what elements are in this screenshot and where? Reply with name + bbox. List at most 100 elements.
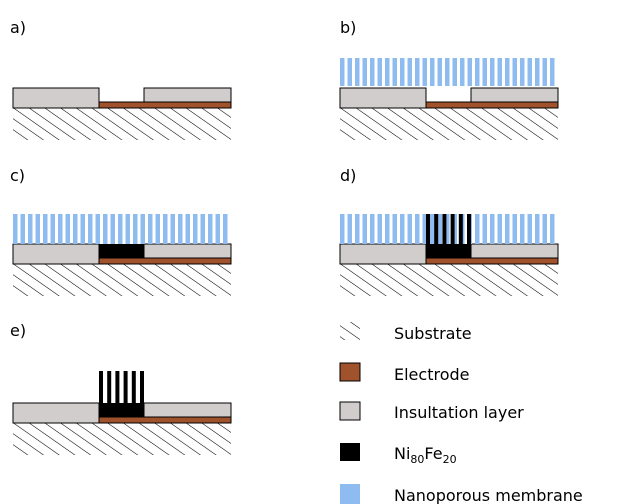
membrane-pore-wall	[340, 214, 345, 244]
membrane-pore-wall	[490, 214, 495, 244]
membrane-pore-wall	[407, 58, 412, 86]
membrane-pore-wall	[178, 214, 183, 244]
membrane-pore-wall	[475, 58, 480, 86]
legend: Substrate Electrode Insultation layer Ni…	[339, 322, 583, 504]
membrane-pore-wall	[445, 214, 450, 244]
membrane-pore-wall	[535, 58, 540, 86]
membrane-pore-wall	[13, 214, 18, 244]
membrane-pore-wall	[400, 214, 405, 244]
nife-nanowire	[426, 214, 430, 244]
membrane-pore-wall	[377, 214, 382, 244]
membrane-pore-wall	[95, 214, 100, 244]
membrane-pore-wall	[520, 58, 525, 86]
panel-e: e)	[10, 321, 232, 455]
membrane-pore-wall	[527, 214, 532, 244]
panel-d: d)	[339, 166, 559, 296]
membrane-pore-wall	[550, 58, 555, 86]
legend-alloy: Ni80Fe20	[340, 443, 457, 466]
insulation-right	[470, 87, 559, 103]
electrode	[425, 101, 559, 109]
insulation-left	[12, 243, 100, 265]
membrane-pore-wall	[65, 214, 70, 244]
membrane-pore-wall	[163, 214, 168, 244]
nife-nanowires	[426, 214, 471, 244]
insulation-left	[12, 87, 100, 109]
membrane-pore-wall	[385, 58, 390, 86]
nife-nanowire	[458, 214, 463, 244]
alloy-ni-sub: 80	[410, 453, 424, 466]
electrode	[425, 257, 559, 265]
membrane-pore-wall	[505, 58, 510, 86]
membrane-pore-wall	[362, 58, 367, 86]
nife-nanowire	[442, 214, 447, 244]
nanoporous-membrane	[340, 58, 555, 86]
legend-electrode-label: Electrode	[394, 365, 469, 384]
membrane-pore-wall	[385, 214, 390, 244]
membrane-pore-wall	[73, 214, 78, 244]
panel-c: c)	[10, 166, 232, 296]
membrane-pore-wall	[215, 214, 220, 244]
membrane-pore-wall	[370, 58, 375, 86]
nife-nanowire	[140, 371, 144, 403]
nife-nanowire	[450, 214, 455, 244]
membrane-pore-wall	[80, 214, 85, 244]
membrane-pore-wall	[512, 58, 517, 86]
membrane-pore-wall	[422, 58, 427, 86]
nife-nanowire	[434, 214, 439, 244]
membrane-pore-wall	[520, 214, 525, 244]
substrate	[13, 264, 231, 296]
membrane-swatch	[340, 484, 360, 504]
membrane-pore-wall	[437, 214, 442, 244]
membrane-pore-wall	[430, 214, 435, 244]
membrane-pore-wall	[437, 58, 442, 86]
legend-membrane-label: Nanoporous membrane	[394, 486, 583, 504]
legend-substrate: Substrate	[340, 322, 472, 343]
membrane-pore-wall	[103, 214, 108, 244]
nife-deposit	[99, 403, 144, 417]
membrane-pore-wall	[430, 58, 435, 86]
insulation-left	[12, 402, 100, 424]
substrate	[13, 423, 231, 455]
membrane-pore-wall	[20, 214, 25, 244]
panel-c-stack	[12, 214, 232, 296]
insulation-left	[339, 87, 427, 109]
panel-e-label: e)	[10, 321, 26, 340]
membrane-pore-wall	[28, 214, 33, 244]
membrane-pore-wall	[482, 214, 487, 244]
insulation-right	[143, 243, 232, 259]
panel-b-stack	[339, 58, 559, 140]
insulation-right	[143, 402, 232, 418]
alloy-fe-sub: 20	[443, 453, 457, 466]
membrane-pore-wall	[370, 214, 375, 244]
membrane-pore-wall	[347, 58, 352, 86]
alloy-ni: Ni	[394, 444, 410, 463]
membrane-pore-wall	[527, 58, 532, 86]
membrane-pore-wall	[512, 214, 517, 244]
membrane-pore-wall	[550, 214, 555, 244]
insulation-swatch	[339, 401, 361, 421]
membrane-pore-wall	[118, 214, 123, 244]
nife-deposit	[426, 244, 471, 258]
electrode	[98, 257, 232, 265]
substrate-swatch	[340, 322, 360, 340]
legend-insulation-label: Insultation layer	[394, 403, 524, 422]
membrane-pore-wall	[542, 58, 547, 86]
insulation-right	[143, 87, 232, 103]
membrane-pore-wall	[155, 214, 160, 244]
panel-b-label: b)	[340, 18, 356, 37]
substrate	[340, 264, 558, 296]
membrane-pore-wall	[35, 214, 40, 244]
legend-alloy-label: Ni80Fe20	[394, 444, 457, 466]
alloy-swatch	[340, 443, 360, 461]
membrane-pore-wall	[392, 214, 397, 244]
panel-a-stack	[12, 87, 232, 140]
legend-membrane: Nanoporous membrane	[340, 484, 583, 504]
nife-nanowires	[99, 371, 144, 403]
nife-nanowire	[467, 214, 471, 244]
membrane-pore-wall	[58, 214, 63, 244]
nife-nanowire	[123, 371, 128, 403]
membrane-pore-wall	[467, 58, 472, 86]
membrane-pore-wall	[200, 214, 205, 244]
membrane-pore-wall	[415, 58, 420, 86]
membrane-pore-wall	[133, 214, 138, 244]
